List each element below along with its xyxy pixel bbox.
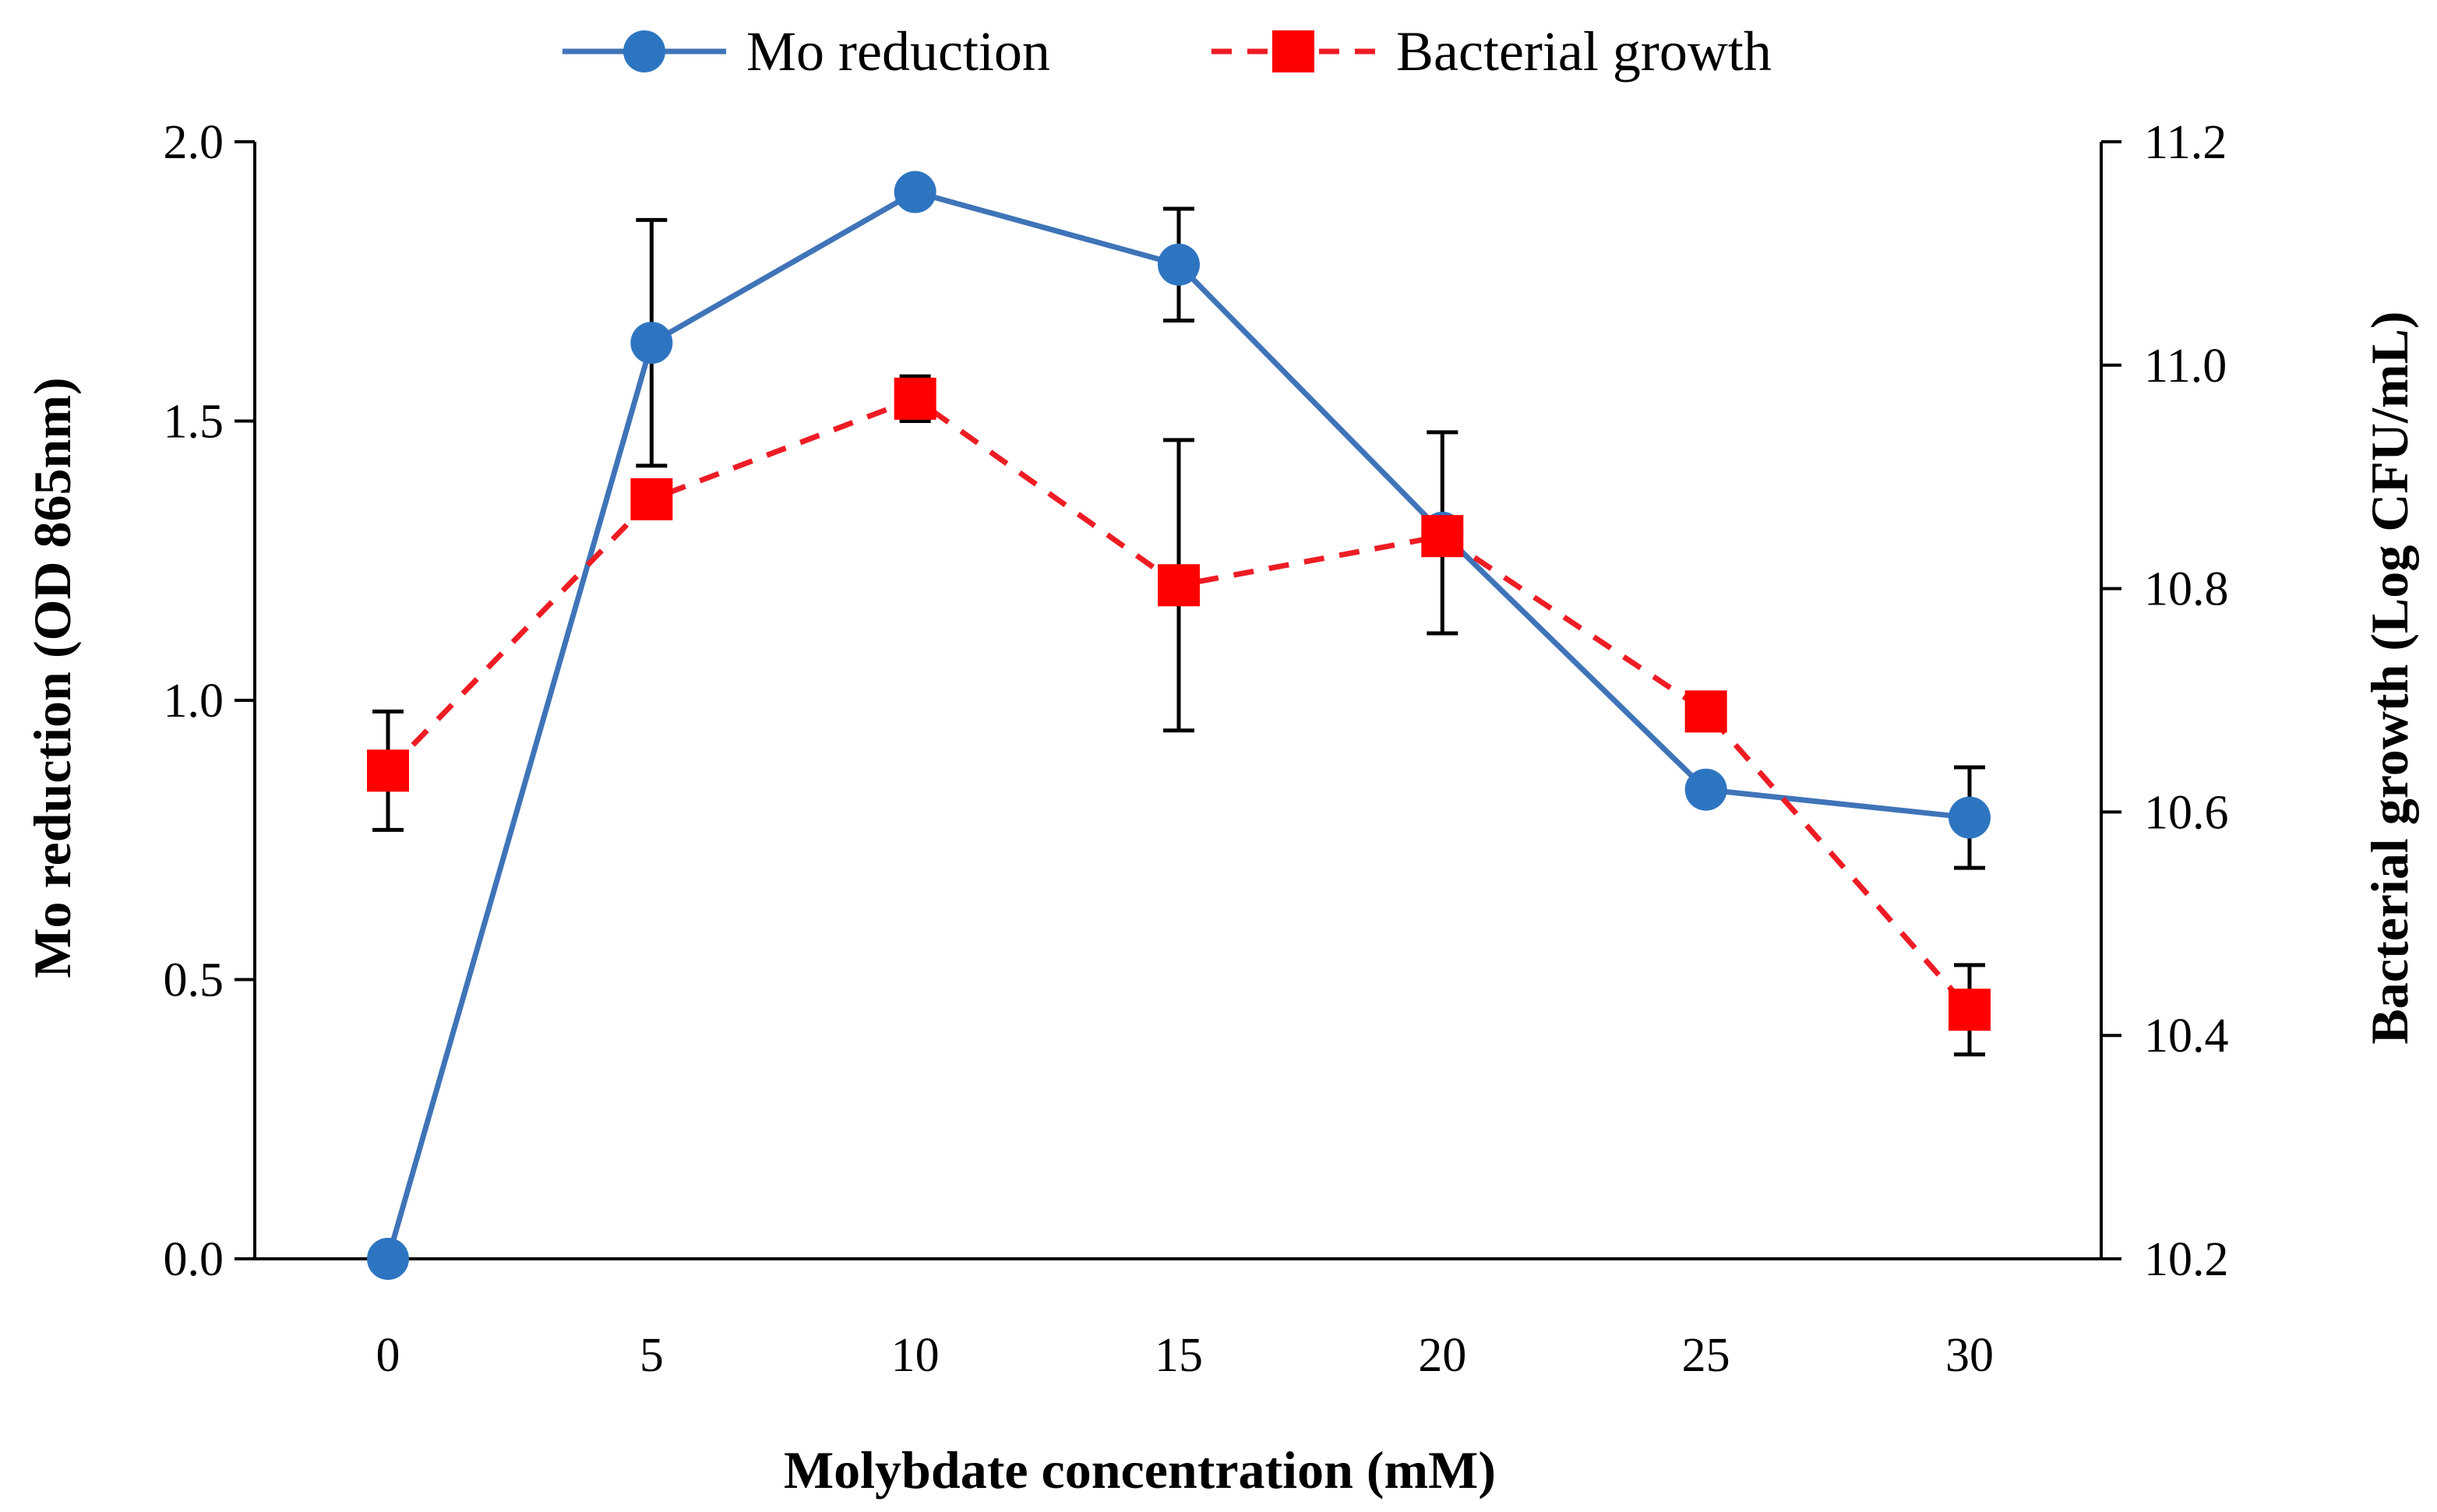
bacterial-growth-point <box>1421 515 1464 558</box>
left-y-tick-label: 1.0 <box>164 675 224 728</box>
right-y-tick-label: 10.8 <box>2144 563 2229 616</box>
right-y-tick-label: 10.4 <box>2144 1010 2229 1063</box>
x-tick-label: 25 <box>1682 1329 1730 1382</box>
x-tick-label: 0 <box>376 1329 400 1382</box>
x-tick-label: 5 <box>640 1329 664 1382</box>
left-y-tick-label: 0.5 <box>164 954 224 1007</box>
mo-reduction-point <box>630 322 673 365</box>
bacterial-growth-point <box>367 749 409 792</box>
x-axis-title: Molybdate concentration (mM) <box>784 1440 1496 1500</box>
legend-item-bacterial-growth: Bacterial growth <box>1211 20 1772 83</box>
mo-reduction-point <box>894 171 936 213</box>
mo-reduction-point <box>1684 768 1727 811</box>
right-y-tick-label: 10.2 <box>2144 1233 2229 1286</box>
right-y-axis-title: Bacterial growth (Log CFU/mL) <box>2360 311 2419 1044</box>
bacterial-growth-point <box>630 478 673 520</box>
bacterial-growth-point <box>1158 564 1200 607</box>
mo-reduction-point <box>1949 796 1991 839</box>
legend-marker-bacterial-growth <box>1272 30 1314 72</box>
x-tick-label: 10 <box>891 1329 940 1382</box>
x-tick-label: 20 <box>1418 1329 1466 1382</box>
bacterial-growth-point <box>1684 690 1727 733</box>
mo-reduction-point <box>367 1238 409 1280</box>
x-tick-label: 15 <box>1155 1329 1203 1382</box>
right-y-tick-label: 11.2 <box>2144 116 2227 169</box>
left-y-tick-label: 1.5 <box>164 396 224 449</box>
right-y-tick-label: 11.0 <box>2144 340 2227 393</box>
bacterial-growth-point <box>1949 989 1991 1031</box>
left-y-tick-label: 2.0 <box>164 116 224 169</box>
bacterial-growth-point <box>894 377 936 420</box>
x-tick-label: 30 <box>1945 1329 1994 1382</box>
legend-label-mo-reduction: Mo reduction <box>746 20 1050 83</box>
legend-label-bacterial-growth: Bacterial growth <box>1396 20 1772 83</box>
legend-marker-mo-reduction <box>623 30 665 72</box>
right-y-tick-label: 10.6 <box>2144 786 2229 839</box>
left-y-tick-label: 0.0 <box>164 1233 224 1286</box>
legend-item-mo-reduction: Mo reduction <box>563 20 1050 83</box>
mo-reduction-point <box>1158 243 1200 286</box>
left-y-axis-title: Mo reduction (OD 865nm) <box>23 377 82 978</box>
